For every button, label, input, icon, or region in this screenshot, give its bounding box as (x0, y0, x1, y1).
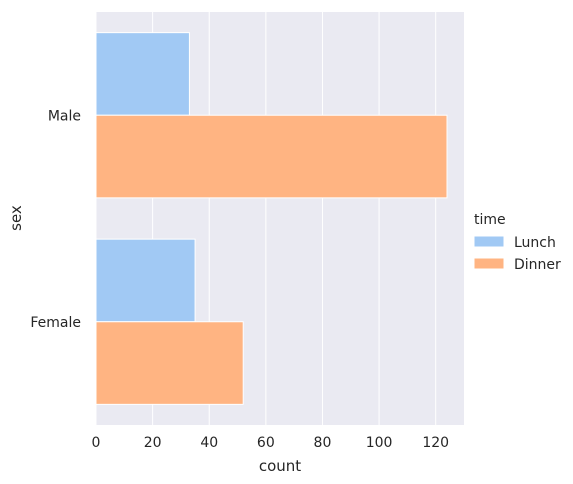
x-axis-ticks: 0 20 40 60 80 100 120 (92, 435, 450, 451)
bar-lunch-female (95, 238, 196, 323)
legend-title: time (474, 212, 506, 228)
x-tick-label: 0 (92, 435, 101, 451)
x-tick-label: 80 (314, 435, 332, 451)
y-tick-label: Male (48, 108, 81, 124)
bar-lunch-male (95, 32, 190, 116)
legend-label: Dinner (514, 257, 561, 273)
x-axis-label: count (259, 457, 301, 475)
legend-label: Lunch (514, 235, 556, 251)
x-tick-label: 120 (422, 435, 449, 451)
bar-dinner-female (95, 321, 244, 405)
legend-swatch (473, 235, 505, 248)
x-tick-label: 60 (257, 435, 275, 451)
x-tick-label: 100 (366, 435, 393, 451)
bar-dinner-male (95, 114, 448, 199)
x-tick-label: 40 (200, 435, 218, 451)
y-axis-ticks: Male Female (30, 108, 81, 331)
y-tick-label: Female (30, 315, 81, 331)
legend: time Lunch Dinner (473, 212, 561, 273)
legend-swatch (473, 257, 505, 270)
x-tick-label: 20 (144, 435, 162, 451)
y-axis-label: sex (7, 205, 25, 231)
bars (95, 32, 448, 405)
